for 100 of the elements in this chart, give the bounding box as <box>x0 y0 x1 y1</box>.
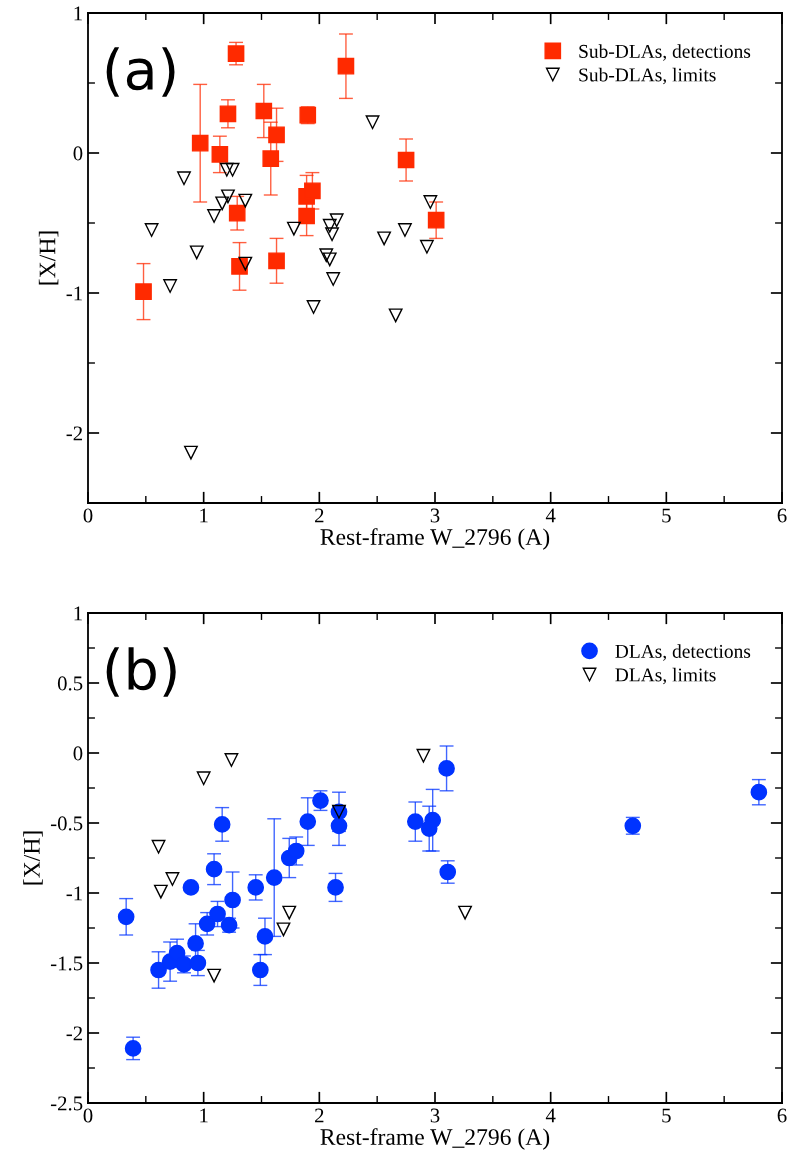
point <box>151 839 166 854</box>
point <box>247 879 265 896</box>
point <box>187 935 204 952</box>
point <box>365 115 380 130</box>
y-tick-label: 0.5 <box>57 676 83 691</box>
x-tick-label: 5 <box>662 1108 671 1123</box>
point <box>287 842 305 860</box>
point <box>124 1040 142 1057</box>
point <box>135 283 152 300</box>
legend-label: Sub-DLAs, limits <box>579 67 716 85</box>
point <box>238 193 253 208</box>
point <box>228 204 246 222</box>
point <box>427 211 445 229</box>
point <box>189 245 204 260</box>
point <box>191 134 209 152</box>
point <box>407 813 424 830</box>
y-tick-label: 0 <box>73 146 83 161</box>
point <box>423 195 438 209</box>
point <box>397 151 415 169</box>
point <box>388 308 403 323</box>
x-tick-label: 4 <box>545 1108 556 1123</box>
point <box>298 207 315 225</box>
y-tick-label: -0.5 <box>50 816 83 831</box>
y-tick-label: -2 <box>66 426 82 441</box>
point <box>219 162 234 177</box>
point <box>224 753 239 767</box>
y-tick-label: -2.5 <box>50 1096 83 1111</box>
y-axis-title: [X/H] <box>38 231 59 285</box>
point <box>117 908 135 926</box>
point <box>150 961 167 979</box>
point <box>276 922 291 937</box>
point <box>205 860 223 878</box>
y-tick-label: 1 <box>74 606 82 621</box>
point <box>163 279 178 293</box>
point <box>329 213 344 228</box>
point <box>416 748 431 763</box>
point <box>265 869 283 886</box>
point <box>196 771 211 786</box>
point <box>458 905 473 920</box>
point <box>209 905 226 923</box>
y-tick-label: 0 <box>73 746 83 761</box>
point <box>326 272 341 286</box>
point <box>198 915 216 933</box>
y-tick-label: -2 <box>66 1026 82 1041</box>
x-tick-label: 2 <box>315 1108 324 1123</box>
point <box>282 905 297 920</box>
point <box>207 968 222 983</box>
point <box>286 221 301 236</box>
point <box>438 760 455 777</box>
point <box>183 445 198 460</box>
x-tick-label: 1 <box>200 1108 208 1123</box>
point <box>319 248 334 263</box>
x-tick-label: 3 <box>430 1108 440 1123</box>
annotation: (a) <box>106 47 175 97</box>
y-tick-label: 1 <box>74 6 82 21</box>
legend-label: Sub-DLAs, detections <box>579 44 751 61</box>
y-tick-label: -1 <box>66 286 82 301</box>
x-tick-label: 3 <box>430 508 440 523</box>
point <box>227 45 245 62</box>
x-tick-label: 4 <box>545 508 556 523</box>
annotation: (b) <box>106 647 176 697</box>
point <box>262 150 280 167</box>
legend-label: DLAs, detections <box>615 644 751 661</box>
point <box>327 879 344 896</box>
x-tick-label: 2 <box>315 508 324 523</box>
point <box>299 813 317 830</box>
point <box>322 218 337 233</box>
point <box>420 820 438 837</box>
point <box>213 816 231 833</box>
point <box>325 227 340 242</box>
point <box>750 783 768 801</box>
point <box>330 817 348 835</box>
point <box>231 258 248 275</box>
x-tick-label: 5 <box>662 508 671 523</box>
point <box>252 961 269 979</box>
point <box>224 891 241 909</box>
point <box>304 182 321 200</box>
point <box>238 256 253 271</box>
point <box>225 162 240 177</box>
y-axis-title: [X/H] <box>23 831 43 885</box>
point <box>182 879 200 896</box>
point <box>268 252 285 270</box>
point <box>165 872 180 886</box>
point <box>255 102 273 120</box>
point <box>337 57 355 75</box>
point <box>219 105 237 123</box>
x-tick-label: 6 <box>777 1108 787 1123</box>
point <box>221 189 235 204</box>
point <box>215 196 230 211</box>
x-axis-title: Rest-frame W_2796 (A) <box>320 1128 550 1150</box>
x-axis-title: Rest-frame W_2796 (A) <box>320 528 550 550</box>
point <box>189 954 207 972</box>
point <box>377 231 392 246</box>
point <box>419 239 434 254</box>
x-tick-label: 1 <box>200 508 208 523</box>
point <box>211 146 229 163</box>
point <box>207 209 222 223</box>
point <box>144 223 159 237</box>
legend-label: DLAs, limits <box>615 667 716 685</box>
point <box>322 252 337 267</box>
